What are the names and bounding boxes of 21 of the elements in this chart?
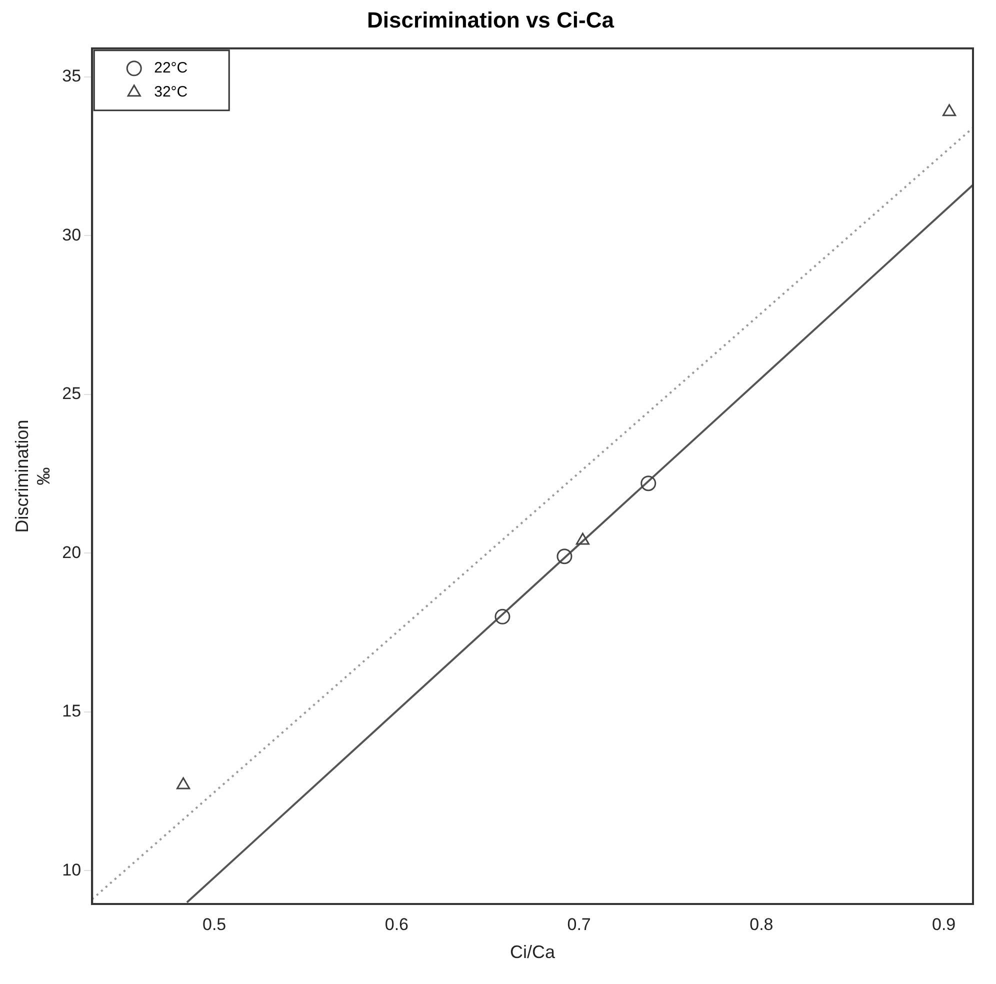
legend-label: 22°C — [154, 60, 188, 77]
chart-title: Discrimination vs Ci-Ca — [367, 7, 615, 32]
y-axis-title: Discrimination ‰ — [12, 420, 54, 533]
point — [942, 104, 956, 116]
point — [576, 532, 590, 545]
point — [494, 608, 510, 624]
legend-label: 32°C — [154, 84, 188, 101]
x-axis-title: Ci/Ca — [510, 942, 556, 962]
point — [556, 548, 572, 564]
x-tick-label: 0.6 — [384, 914, 409, 934]
x-tick-label: 0.9 — [932, 914, 956, 934]
y-tick-label: 30 — [62, 225, 82, 244]
y-tick-label: 10 — [62, 860, 82, 880]
x-tick-label: 0.5 — [202, 914, 226, 934]
point — [640, 476, 656, 492]
y-tick-label: 35 — [62, 66, 82, 86]
y-tick-label: 15 — [62, 702, 82, 721]
y-tick-label: 20 — [62, 542, 82, 562]
x-tick-label: 0.7 — [567, 914, 591, 934]
x-tick-label: 0.8 — [750, 914, 774, 934]
y-tick-label: 25 — [62, 384, 82, 404]
